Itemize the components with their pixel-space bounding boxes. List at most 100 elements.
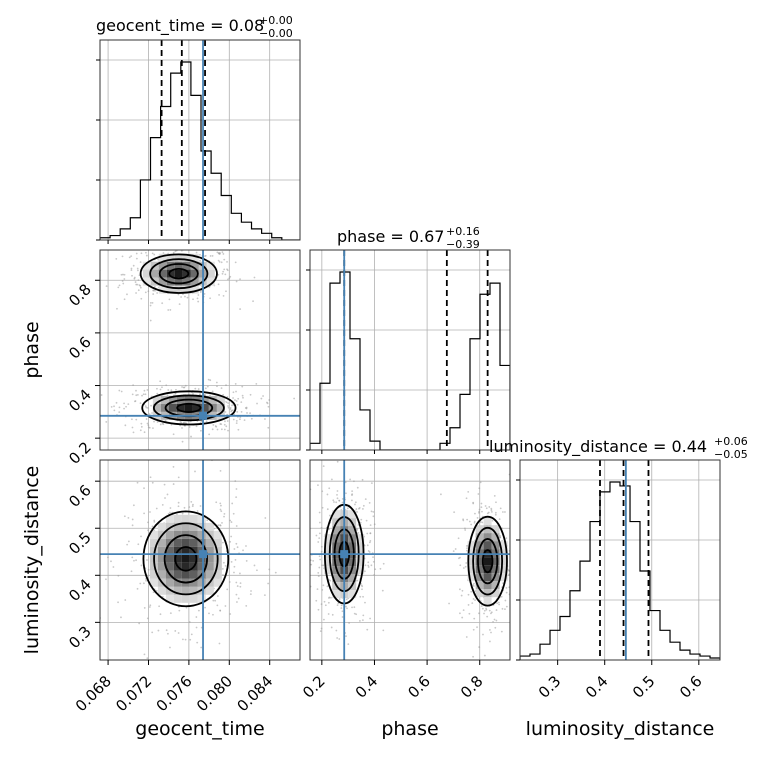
sample-point: [351, 490, 354, 493]
sample-point: [510, 579, 512, 581]
density-cell: [499, 573, 508, 582]
sample-point: [341, 501, 344, 504]
density-cell: [189, 538, 198, 547]
sample-point: [93, 395, 95, 397]
title-phase: phase = 0.67: [337, 227, 444, 246]
sample-point: [457, 537, 460, 540]
sample-point: [228, 277, 231, 280]
sample-point: [122, 282, 125, 285]
sample-point: [361, 478, 364, 481]
density-cell: [184, 403, 193, 412]
sample-point: [132, 384, 135, 387]
y-tick-label: 0.4: [65, 575, 95, 605]
sample-point: [226, 588, 229, 591]
sample-point: [140, 297, 143, 300]
density-cell: [142, 269, 151, 278]
sample-point: [139, 582, 142, 585]
sample-point: [212, 424, 215, 426]
density-cell: [190, 277, 199, 286]
sample-point: [151, 301, 154, 304]
sample-point: [370, 510, 373, 513]
sample-point: [150, 404, 152, 407]
sample-point: [222, 394, 225, 396]
sample-point: [117, 286, 120, 289]
sample-point: [208, 286, 211, 289]
density-cell: [149, 562, 158, 571]
sample-point: [195, 626, 198, 629]
sample-point: [492, 620, 494, 623]
density-cell: [491, 573, 500, 582]
sample-point: [327, 613, 330, 615]
sample-point: [115, 258, 118, 260]
sample-point: [161, 386, 163, 389]
sample-point: [172, 483, 175, 485]
sample-point: [367, 561, 370, 564]
sample-point: [473, 582, 475, 585]
sample-point: [242, 396, 244, 399]
sample-point: [470, 523, 473, 526]
sample-point: [130, 570, 133, 573]
sample-point: [144, 393, 147, 396]
sample-point: [184, 384, 187, 387]
sample-point: [131, 274, 133, 277]
sample-point: [135, 292, 137, 294]
sample-point: [359, 521, 362, 524]
sample-point: [256, 569, 258, 572]
sample-point: [128, 256, 131, 259]
sample-point: [204, 242, 206, 244]
density-cell: [483, 581, 492, 590]
density-cell: [165, 514, 174, 523]
sample-point: [319, 558, 322, 561]
sample-point: [147, 521, 149, 524]
sample-point: [227, 406, 230, 409]
sample-point: [123, 515, 126, 518]
sample-point: [253, 276, 256, 279]
sample-point: [328, 597, 330, 599]
density-cell: [181, 570, 190, 579]
sample-point: [113, 405, 115, 408]
sample-point: [471, 602, 474, 604]
density-cell: [491, 541, 500, 550]
sample-point: [172, 244, 174, 246]
sample-point: [239, 582, 242, 585]
sample-point: [147, 568, 150, 571]
sample-point: [233, 565, 236, 568]
sample-point: [186, 296, 189, 299]
density-cell: [332, 526, 341, 535]
sample-point: [340, 604, 343, 607]
sample-point: [315, 534, 318, 537]
sample-point: [113, 409, 116, 412]
sample-point: [126, 543, 129, 546]
sample-point: [226, 269, 229, 272]
density-cell: [483, 549, 492, 558]
sample-point: [168, 298, 171, 301]
density-cell: [173, 570, 182, 579]
sample-point: [215, 381, 218, 384]
sample-point: [237, 397, 240, 400]
sample-point: [382, 629, 385, 632]
sample-point: [236, 546, 239, 549]
sample-point: [359, 595, 362, 598]
sample-point: [328, 514, 331, 517]
sample-point: [440, 493, 442, 496]
sample-point: [152, 293, 155, 295]
sample-point: [219, 502, 222, 505]
x-tick-label: 0.072: [112, 672, 155, 715]
sample-point: [240, 410, 243, 413]
sample-point: [224, 411, 227, 413]
panel-background: [520, 460, 720, 660]
sample-point: [367, 564, 370, 567]
sample-point: [152, 427, 154, 430]
sample-point: [218, 253, 221, 256]
sample-point: [499, 536, 502, 539]
sample-point: [364, 570, 366, 573]
sample-point: [490, 631, 492, 634]
sample-point: [472, 598, 475, 600]
sample-point: [156, 387, 158, 390]
sample-point: [511, 566, 513, 568]
contour-level-2: [152, 394, 225, 422]
sample-point: [365, 519, 368, 522]
sample-point: [499, 535, 502, 537]
sample-point: [197, 300, 200, 303]
sample-point: [501, 607, 504, 610]
